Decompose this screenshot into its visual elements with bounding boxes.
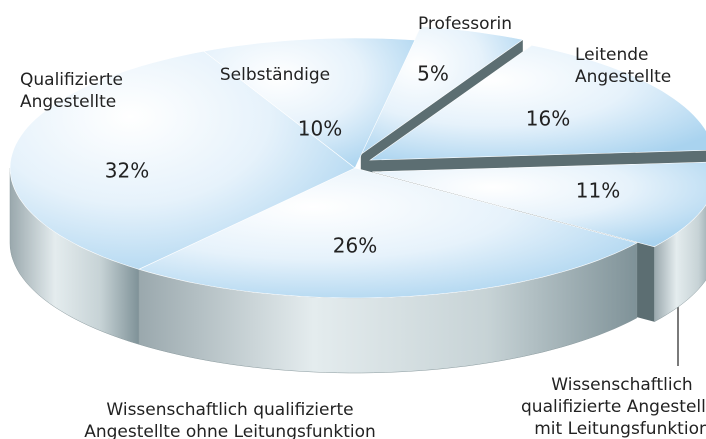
category-label: Angestellte xyxy=(20,92,116,112)
value-label: 26% xyxy=(333,234,377,258)
slice xyxy=(369,44,706,161)
category-label: Professorin xyxy=(418,14,512,34)
slice xyxy=(203,37,416,169)
slice-side xyxy=(654,204,706,323)
value-label: 10% xyxy=(298,117,342,141)
slice xyxy=(360,26,524,156)
category-label: Qualifizierte xyxy=(20,70,123,90)
category-label: Wissenschaftlich qualifizierte xyxy=(106,400,353,420)
value-label: 11% xyxy=(576,179,620,203)
category-label: Selbständige xyxy=(220,65,330,85)
category-label: Wissenschaftlich xyxy=(551,375,692,395)
slice xyxy=(372,161,706,248)
category-label: Angestellte xyxy=(575,67,671,87)
category-label: Angestellte ohne Leitungsfunktion xyxy=(84,422,376,439)
value-label: 5% xyxy=(417,62,449,86)
category-label: qualifizierte Angestellte xyxy=(521,397,706,417)
value-label: 32% xyxy=(105,159,149,183)
slice xyxy=(9,50,356,270)
category-label: mit Leitungsfunktion xyxy=(534,419,706,439)
slice xyxy=(137,167,638,299)
category-label: Leitende xyxy=(575,45,649,65)
value-label: 16% xyxy=(526,107,570,131)
